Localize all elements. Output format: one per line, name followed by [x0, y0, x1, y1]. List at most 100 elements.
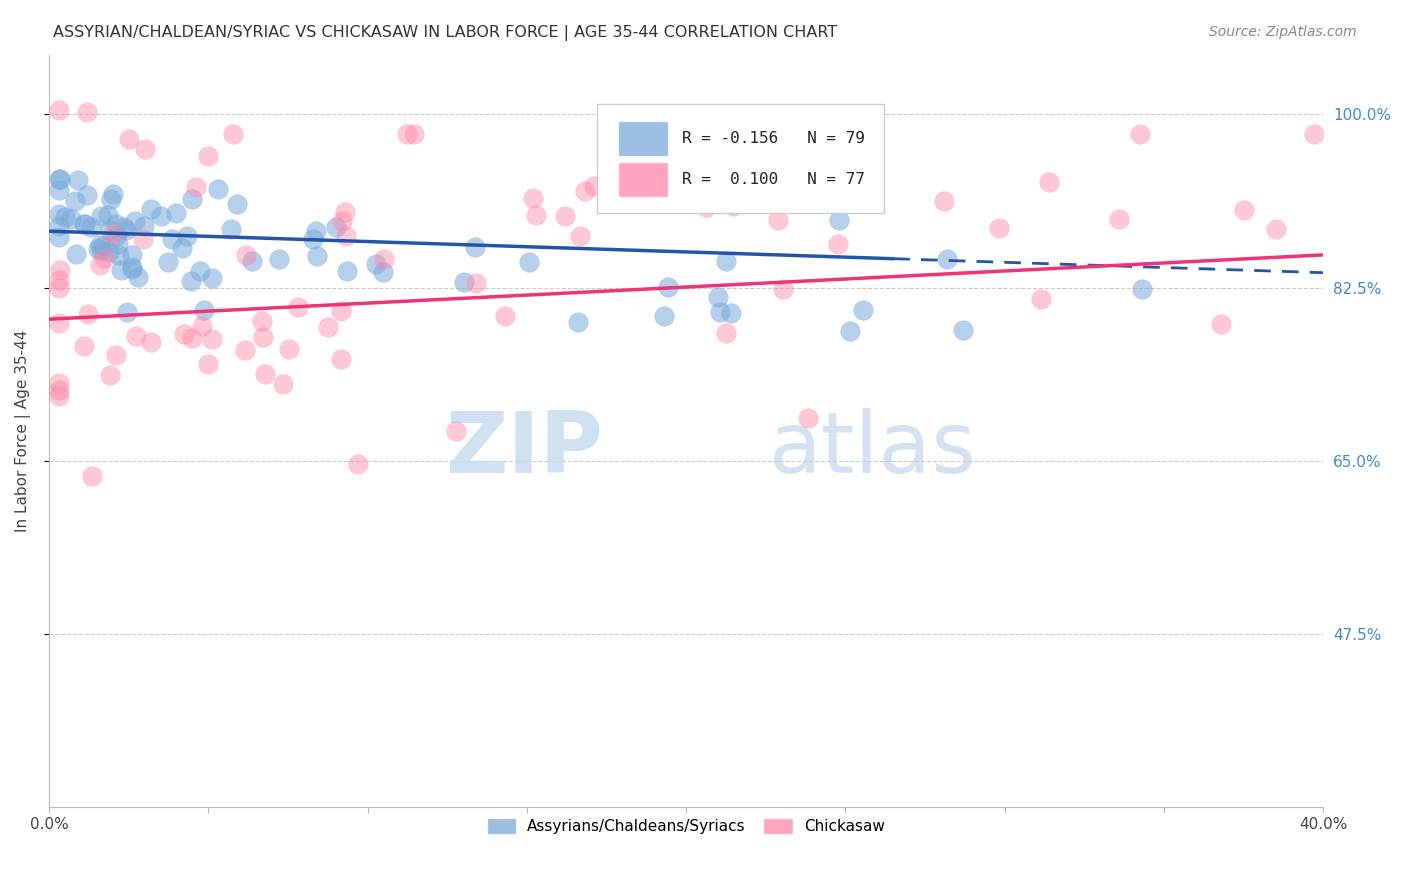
Point — [302, 232, 325, 246]
Point — [828, 213, 851, 227]
Point — [335, 228, 357, 243]
Point — [80, 468, 103, 483]
Point — [335, 205, 357, 219]
Point — [98, 368, 121, 383]
Point — [554, 209, 576, 223]
Point — [162, 232, 184, 246]
Point — [181, 192, 204, 206]
Point — [373, 265, 395, 279]
Point — [852, 302, 875, 317]
Point — [1265, 221, 1288, 235]
Point — [89, 258, 111, 272]
Text: ZIP: ZIP — [446, 409, 603, 491]
Point — [453, 275, 475, 289]
Point — [305, 224, 328, 238]
Point — [48, 281, 70, 295]
Point — [53, 210, 76, 224]
Point — [105, 217, 128, 231]
Point — [48, 207, 70, 221]
Point — [402, 128, 425, 142]
Point — [188, 263, 211, 277]
Point — [522, 191, 544, 205]
Point — [464, 276, 486, 290]
Point — [772, 282, 794, 296]
Point — [524, 209, 547, 223]
Point — [517, 255, 540, 269]
Point — [73, 339, 96, 353]
Point — [240, 253, 263, 268]
Point — [67, 173, 90, 187]
Point — [271, 376, 294, 391]
Point — [329, 303, 352, 318]
Point — [934, 194, 956, 209]
Point — [121, 248, 143, 262]
Text: R =  0.100   N = 77: R = 0.100 N = 77 — [682, 171, 865, 186]
FancyBboxPatch shape — [598, 104, 884, 213]
Point — [150, 210, 173, 224]
Point — [373, 252, 395, 267]
Point — [48, 389, 70, 403]
Point — [157, 255, 180, 269]
Point — [104, 348, 127, 362]
Point — [1029, 292, 1052, 306]
Point — [90, 243, 112, 257]
Point — [170, 241, 193, 255]
Point — [325, 220, 347, 235]
Point — [127, 269, 149, 284]
Point — [336, 263, 359, 277]
Point — [1130, 282, 1153, 296]
Point — [180, 274, 202, 288]
Point — [616, 128, 638, 142]
Point — [60, 212, 83, 227]
Point — [165, 205, 187, 219]
Point — [721, 199, 744, 213]
Point — [75, 217, 97, 231]
Point — [89, 238, 111, 252]
Point — [73, 217, 96, 231]
Point — [112, 219, 135, 234]
Point — [48, 219, 70, 234]
Point — [141, 202, 163, 216]
Point — [118, 132, 141, 146]
Point — [695, 200, 717, 214]
Point — [186, 180, 208, 194]
Point — [235, 248, 257, 262]
Point — [226, 197, 249, 211]
Point — [1129, 128, 1152, 142]
Point — [115, 223, 138, 237]
Point — [77, 308, 100, 322]
Point — [269, 252, 291, 266]
Point — [105, 228, 128, 243]
Point — [63, 194, 86, 209]
Point — [134, 142, 156, 156]
Point — [316, 320, 339, 334]
Point — [253, 368, 276, 382]
Point — [987, 220, 1010, 235]
Point — [193, 303, 215, 318]
Point — [709, 305, 731, 319]
Point — [464, 240, 486, 254]
Point — [1211, 317, 1233, 331]
Point — [1302, 128, 1324, 142]
Point — [80, 219, 103, 234]
Point — [305, 249, 328, 263]
Point — [98, 223, 121, 237]
Text: ASSYRIAN/CHALDEAN/SYRIAC VS CHICKASAW IN LABOR FORCE | AGE 35-44 CORRELATION CHA: ASSYRIAN/CHALDEAN/SYRIAC VS CHICKASAW IN… — [53, 25, 838, 41]
Point — [707, 290, 730, 304]
Point — [838, 325, 860, 339]
Point — [65, 247, 87, 261]
Point — [396, 128, 419, 142]
Point — [124, 329, 146, 343]
Point — [49, 263, 72, 277]
Text: R = -0.156   N = 79: R = -0.156 N = 79 — [682, 131, 865, 146]
Point — [48, 171, 70, 186]
Point — [91, 239, 114, 253]
Point — [935, 252, 957, 267]
Point — [347, 457, 370, 471]
Point — [176, 228, 198, 243]
Point — [139, 335, 162, 350]
Point — [48, 383, 70, 397]
Point — [278, 343, 301, 357]
Point — [76, 105, 98, 120]
Point — [221, 128, 243, 142]
